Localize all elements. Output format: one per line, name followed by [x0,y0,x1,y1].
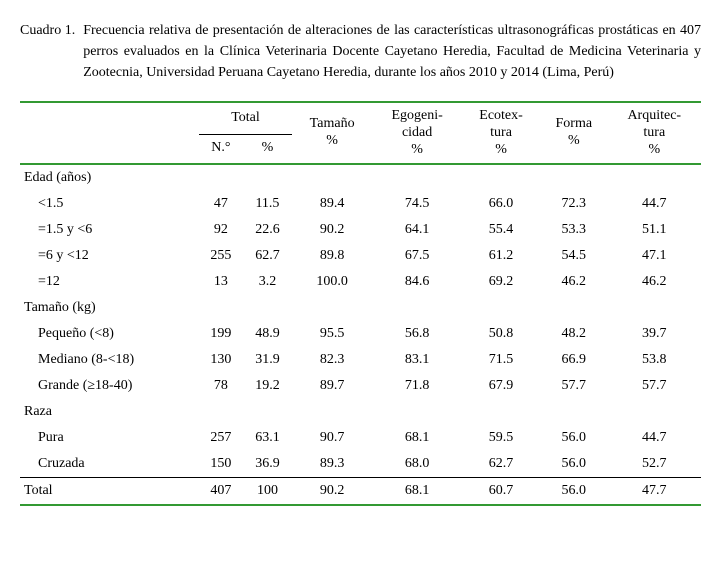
table-caption: Cuadro 1. Frecuencia relativa de present… [20,20,701,83]
table-row: Pura 257 63.1 90.7 68.1 59.5 56.0 44.7 [20,425,701,451]
table-row: <1.5 47 11.5 89.4 74.5 66.0 72.3 44.7 [20,191,701,217]
header-total: Total [199,102,292,135]
table-row-total: Total 407 100 90.2 68.1 60.7 56.0 47.7 [20,478,701,506]
table-row: Pequeño (<8) 199 48.9 95.5 56.8 50.8 48.… [20,321,701,347]
total-label: Total [20,478,199,506]
header-n: N.° [199,135,243,164]
header-pct: % [243,135,292,164]
header-forma: Forma% [540,102,607,164]
caption-text: Frecuencia relativa de presentación de a… [83,20,701,83]
table-row: Cruzada 150 36.9 89.3 68.0 62.7 56.0 52.… [20,451,701,478]
header-arquitectura: Arquitec-tura% [608,102,701,164]
header-egogenicidad: Egogeni-cidad% [372,102,462,164]
caption-label: Cuadro 1. [20,20,83,83]
data-table: Total Tamaño% Egogeni-cidad% Ecotex-tura… [20,101,701,506]
table-row: =12 13 3.2 100.0 84.6 69.2 46.2 46.2 [20,269,701,295]
table-row: =6 y <12 255 62.7 89.8 67.5 61.2 54.5 47… [20,243,701,269]
header-ecotextura: Ecotex-tura% [462,102,540,164]
header-tamano: Tamaño% [292,102,372,164]
table-row: Grande (≥18-40) 78 19.2 89.7 71.8 67.9 5… [20,373,701,399]
group-tamano: Tamaño (kg) [20,295,701,321]
table-row: =1.5 y <6 92 22.6 90.2 64.1 55.4 53.3 51… [20,217,701,243]
group-edad: Edad (años) [20,164,701,191]
group-raza: Raza [20,399,701,425]
table-row: Mediano (8-<18) 130 31.9 82.3 83.1 71.5 … [20,347,701,373]
